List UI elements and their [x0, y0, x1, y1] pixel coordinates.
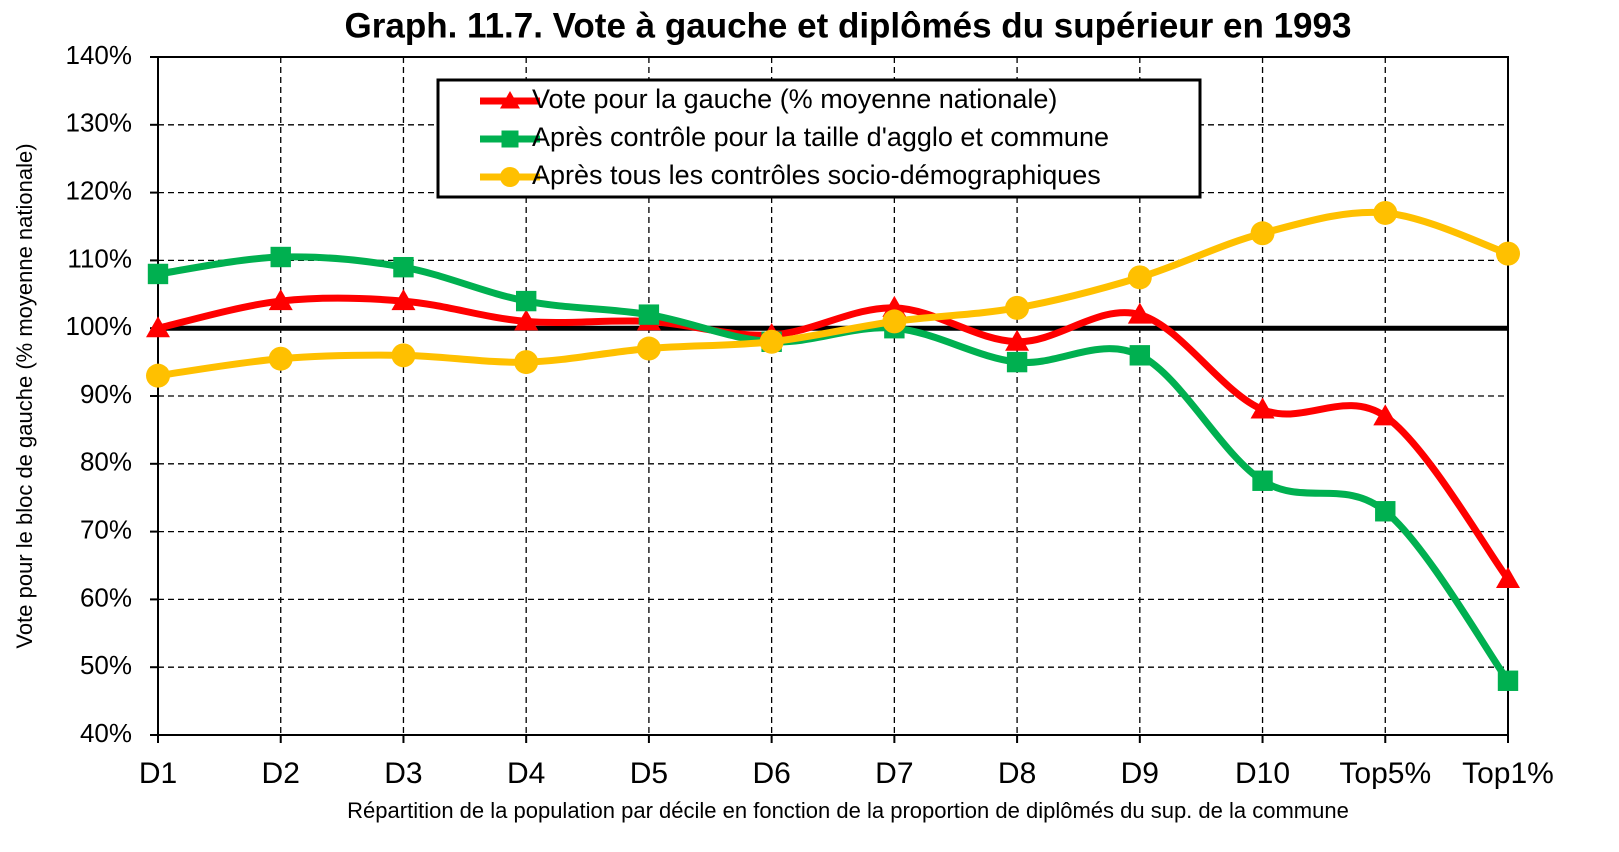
- marker: [1375, 501, 1396, 522]
- y-axis-label: Vote pour le bloc de gauche (% moyenne n…: [12, 143, 37, 648]
- x-tick-label: D6: [752, 757, 790, 790]
- marker: [1127, 302, 1152, 324]
- x-tick-label: D7: [875, 757, 913, 790]
- marker: [1252, 470, 1273, 491]
- x-tick-label: D2: [262, 757, 300, 790]
- marker: [146, 316, 170, 338]
- marker: [1497, 670, 1519, 691]
- y-tick-label: 120%: [66, 175, 133, 205]
- y-tick-label: 40%: [80, 718, 132, 748]
- marker: [268, 346, 293, 371]
- x-axis-label: Répartition de la population par décile …: [347, 798, 1349, 823]
- marker: [1496, 241, 1520, 266]
- marker: [500, 91, 520, 109]
- y-tick-label: 110%: [67, 243, 132, 273]
- marker: [500, 167, 520, 187]
- chart-title: Graph. 11.7. Vote à gauche et diplômés d…: [345, 6, 1352, 45]
- marker: [391, 343, 416, 368]
- x-tick-label: D5: [630, 757, 668, 790]
- marker: [147, 263, 169, 285]
- marker: [501, 130, 519, 148]
- marker: [268, 289, 293, 311]
- x-tick-label: Top1%: [1462, 757, 1554, 790]
- marker: [1005, 295, 1030, 320]
- y-tick-label: 100%: [66, 311, 133, 341]
- legend-box: [436, 78, 1202, 199]
- legend-label: Après tous les contrôles socio-démograph…: [532, 160, 1101, 190]
- x-tick-label: D8: [998, 757, 1036, 790]
- marker: [759, 329, 784, 354]
- series-line: [157, 294, 1511, 582]
- marker: [515, 290, 537, 312]
- y-tick-label: 70%: [80, 514, 132, 544]
- marker: [1373, 404, 1398, 426]
- marker: [1005, 329, 1030, 351]
- marker: [1250, 221, 1275, 246]
- legend-label: Vote pour la gauche (% moyenne nationale…: [532, 84, 1057, 114]
- y-tick-label: 140%: [66, 40, 133, 70]
- marker: [1250, 397, 1275, 419]
- marker: [1129, 345, 1151, 366]
- marker: [514, 350, 539, 375]
- y-tick-label: 130%: [66, 108, 133, 138]
- series-line: [157, 208, 1510, 380]
- marker: [638, 304, 660, 325]
- y-tick-label: 60%: [80, 582, 132, 612]
- marker: [1006, 351, 1028, 373]
- x-tick-label: D3: [384, 757, 422, 790]
- marker: [146, 363, 170, 388]
- y-tick-label: 50%: [80, 650, 132, 680]
- y-tick-label: 80%: [80, 447, 132, 477]
- marker: [636, 336, 661, 361]
- marker: [514, 309, 539, 331]
- x-tick-label: D1: [139, 757, 177, 790]
- marker: [393, 256, 414, 278]
- x-tick-label: D9: [1121, 757, 1159, 790]
- legend: Vote pour la gauche (% moyenne nationale…: [436, 78, 1202, 199]
- x-tick-label: Top5%: [1339, 757, 1431, 790]
- x-tick-label: D10: [1235, 757, 1290, 790]
- marker: [391, 289, 416, 311]
- marker: [1127, 265, 1152, 290]
- marker: [882, 309, 907, 334]
- y-tick-label: 90%: [80, 379, 132, 409]
- legend-label: Après contrôle pour la taille d'agglo et…: [532, 122, 1109, 152]
- marker: [1373, 200, 1398, 225]
- marker: [1496, 567, 1520, 589]
- plot-frame: [157, 56, 1509, 736]
- marker: [270, 246, 291, 268]
- x-tick-label: D4: [507, 757, 545, 790]
